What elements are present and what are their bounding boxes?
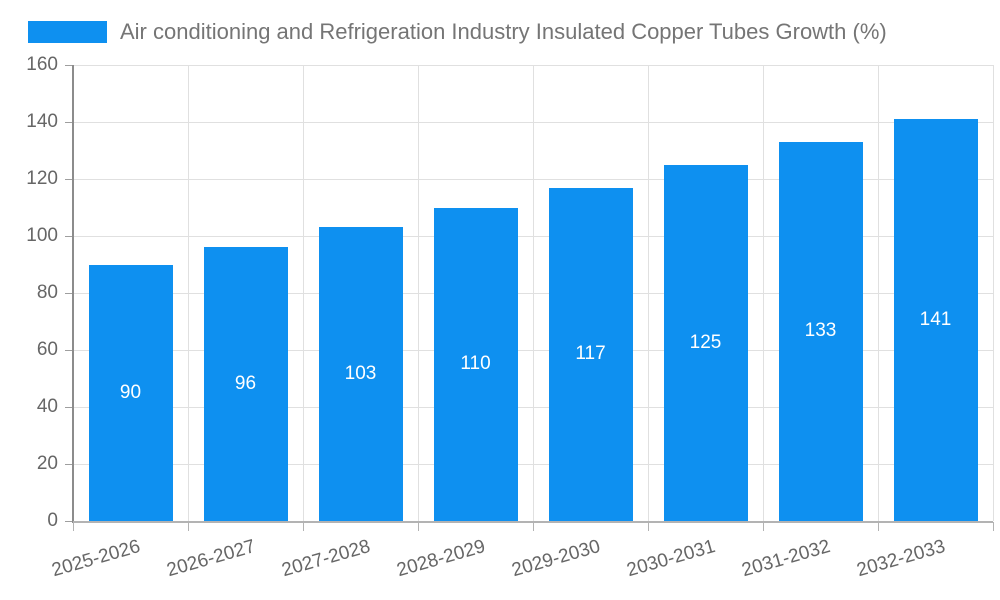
y-tick-label: 40 (36, 396, 58, 417)
bar-value-label: 96 (234, 373, 257, 395)
y-axis-tick (65, 121, 73, 123)
bar-value-label: 141 (919, 309, 952, 331)
x-axis-tick (647, 522, 649, 531)
bar-value-label: 90 (119, 381, 142, 403)
gridline-vertical (762, 65, 764, 521)
y-tick-label: 160 (26, 54, 58, 75)
gridline-vertical (647, 65, 649, 521)
y-axis-tick (65, 463, 73, 465)
x-tick-label: 2030-2031 (624, 536, 718, 582)
y-axis-tick (65, 520, 73, 522)
bar[interactable] (778, 141, 863, 521)
x-axis-tick (762, 522, 764, 531)
bar[interactable] (893, 119, 978, 521)
x-axis-tick (417, 522, 419, 531)
bar-value-label: 133 (804, 320, 837, 342)
y-axis-tick (65, 406, 73, 408)
x-axis-line (73, 521, 993, 523)
x-tick-label: 2031-2032 (739, 536, 833, 582)
x-tick-label: 2028-2029 (394, 536, 488, 582)
y-axis-line (72, 65, 74, 523)
gridline-vertical (417, 65, 419, 521)
bar[interactable] (663, 164, 748, 521)
y-tick-label: 140 (26, 111, 58, 132)
y-axis-tick (65, 292, 73, 294)
x-tick-label: 2029-2030 (509, 536, 603, 582)
gridline-vertical (992, 65, 994, 521)
bar-value-label: 117 (575, 343, 606, 365)
gridline-vertical (187, 65, 189, 521)
y-tick-label: 80 (36, 282, 58, 303)
gridline-vertical (532, 65, 534, 521)
x-axis-tick (992, 522, 994, 531)
legend-item[interactable]: Air conditioning and Refrigeration Indus… (28, 16, 887, 48)
x-tick-label: 2025-2026 (49, 536, 143, 582)
x-axis-tick (532, 522, 534, 531)
gridline-vertical (877, 65, 879, 521)
y-axis-tick (65, 178, 73, 180)
chart-title: Air conditioning and Refrigeration Indus… (120, 19, 887, 44)
x-axis-tick (302, 522, 304, 531)
x-axis-tick (877, 522, 879, 531)
y-axis-tick (65, 64, 73, 66)
legend-swatch (28, 21, 107, 43)
x-tick-label: 2027-2028 (279, 536, 373, 582)
y-tick-label: 60 (36, 339, 58, 360)
bar-value-label: 110 (460, 353, 491, 375)
y-tick-label: 100 (26, 225, 58, 246)
x-tick-label: 2032-2033 (854, 536, 948, 582)
y-axis-tick (65, 349, 73, 351)
bar[interactable] (88, 264, 173, 521)
bar[interactable] (318, 227, 403, 521)
bar-value-label: 103 (344, 363, 377, 385)
bar[interactable] (433, 207, 518, 521)
x-axis-tick (187, 522, 189, 531)
bar-value-label: 125 (689, 331, 722, 353)
y-tick-label: 120 (26, 168, 58, 189)
y-tick-label: 20 (36, 453, 58, 474)
y-tick-label: 0 (47, 510, 58, 531)
bar[interactable] (203, 247, 288, 521)
y-axis-tick (65, 235, 73, 237)
gridline-vertical (302, 65, 304, 521)
bar[interactable] (548, 187, 633, 521)
x-tick-label: 2026-2027 (164, 536, 258, 582)
x-axis-tick (72, 522, 74, 531)
